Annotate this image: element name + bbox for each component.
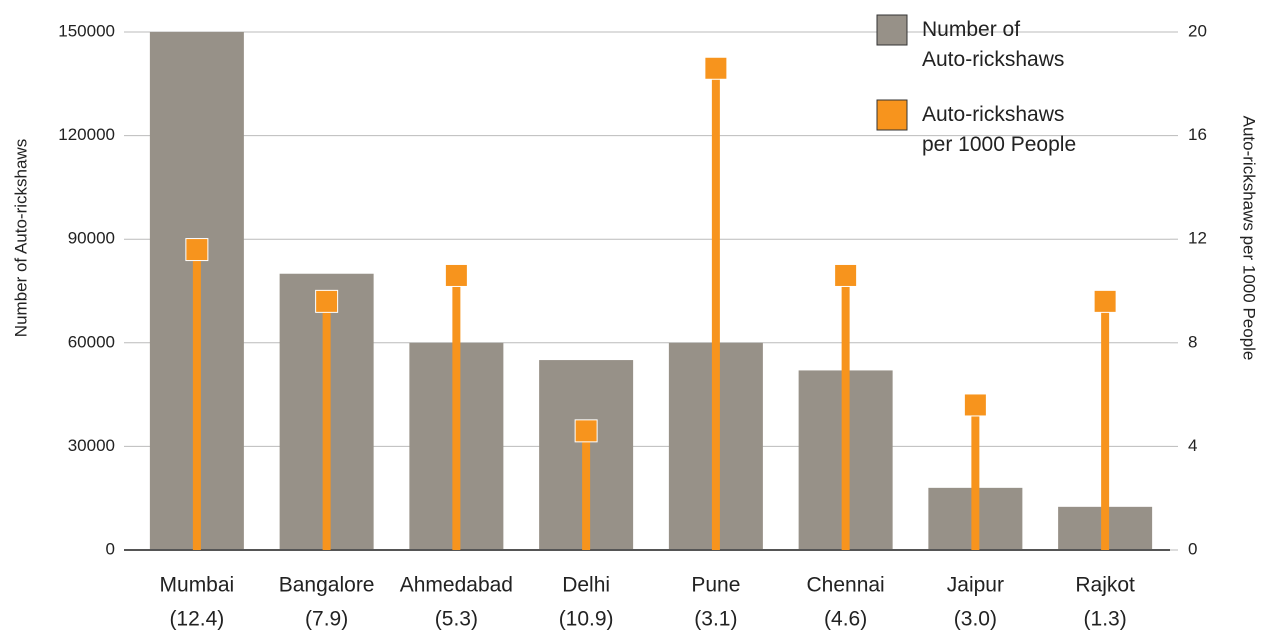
x-tick-sublabel: (1.3) xyxy=(1084,608,1127,631)
y-tick-label: 60000 xyxy=(68,332,115,351)
y2-tick-label: 0 xyxy=(1188,539,1197,558)
lollipop-marker xyxy=(1093,289,1117,313)
legend-swatch xyxy=(876,99,908,131)
x-tick-sublabel: (3.1) xyxy=(694,608,737,631)
x-tick-label: Delhi xyxy=(562,574,610,597)
y2-tick-label: 12 xyxy=(1188,229,1207,248)
x-tick-sublabel: (4.6) xyxy=(824,608,867,631)
y-axis-label: Number of Auto-rickshaws xyxy=(11,139,30,337)
y2-tick-label: 16 xyxy=(1188,125,1207,144)
y-tick-label: 120000 xyxy=(58,125,115,144)
legend-label: Number of Auto-rickshaws xyxy=(922,18,1064,71)
x-tick-sublabel: (3.0) xyxy=(954,608,997,631)
y2-tick-label: 4 xyxy=(1188,436,1197,455)
x-tick-label: Rajkot xyxy=(1075,574,1135,597)
x-tick-label: Chennai xyxy=(807,574,885,597)
x-tick-label: Jaipur xyxy=(947,574,1004,597)
legend-label: Auto-rickshaws per 1000 People xyxy=(922,103,1076,156)
lollipop-marker xyxy=(444,263,468,287)
x-tick-label: Ahmedabad xyxy=(400,574,513,597)
x-tick-label: Pune xyxy=(691,574,740,597)
y-tick-label: 90000 xyxy=(68,229,115,248)
y2-axis-label: Auto-rickshaws per 1000 People xyxy=(1240,116,1259,361)
y-tick-label: 30000 xyxy=(68,436,115,455)
lollipop-marker xyxy=(315,289,339,313)
y2-tick-label: 8 xyxy=(1188,332,1197,351)
lollipop-marker xyxy=(574,419,598,443)
y-tick-label: 0 xyxy=(106,539,115,558)
lollipop-marker xyxy=(185,238,209,262)
x-tick-sublabel: (10.9) xyxy=(559,608,614,631)
y2-tick-label: 20 xyxy=(1188,21,1207,40)
y-tick-label: 150000 xyxy=(58,21,115,40)
x-tick-sublabel: (12.4) xyxy=(169,608,224,631)
x-tick-label: Mumbai xyxy=(160,574,235,597)
lollipop-marker xyxy=(963,393,987,417)
x-tick-label: Bangalore xyxy=(279,574,375,597)
lollipop-marker xyxy=(704,56,728,80)
legend-swatch xyxy=(876,14,908,46)
lollipop-marker xyxy=(834,263,858,287)
x-tick-sublabel: (7.9) xyxy=(305,608,348,631)
x-tick-sublabel: (5.3) xyxy=(435,608,478,631)
